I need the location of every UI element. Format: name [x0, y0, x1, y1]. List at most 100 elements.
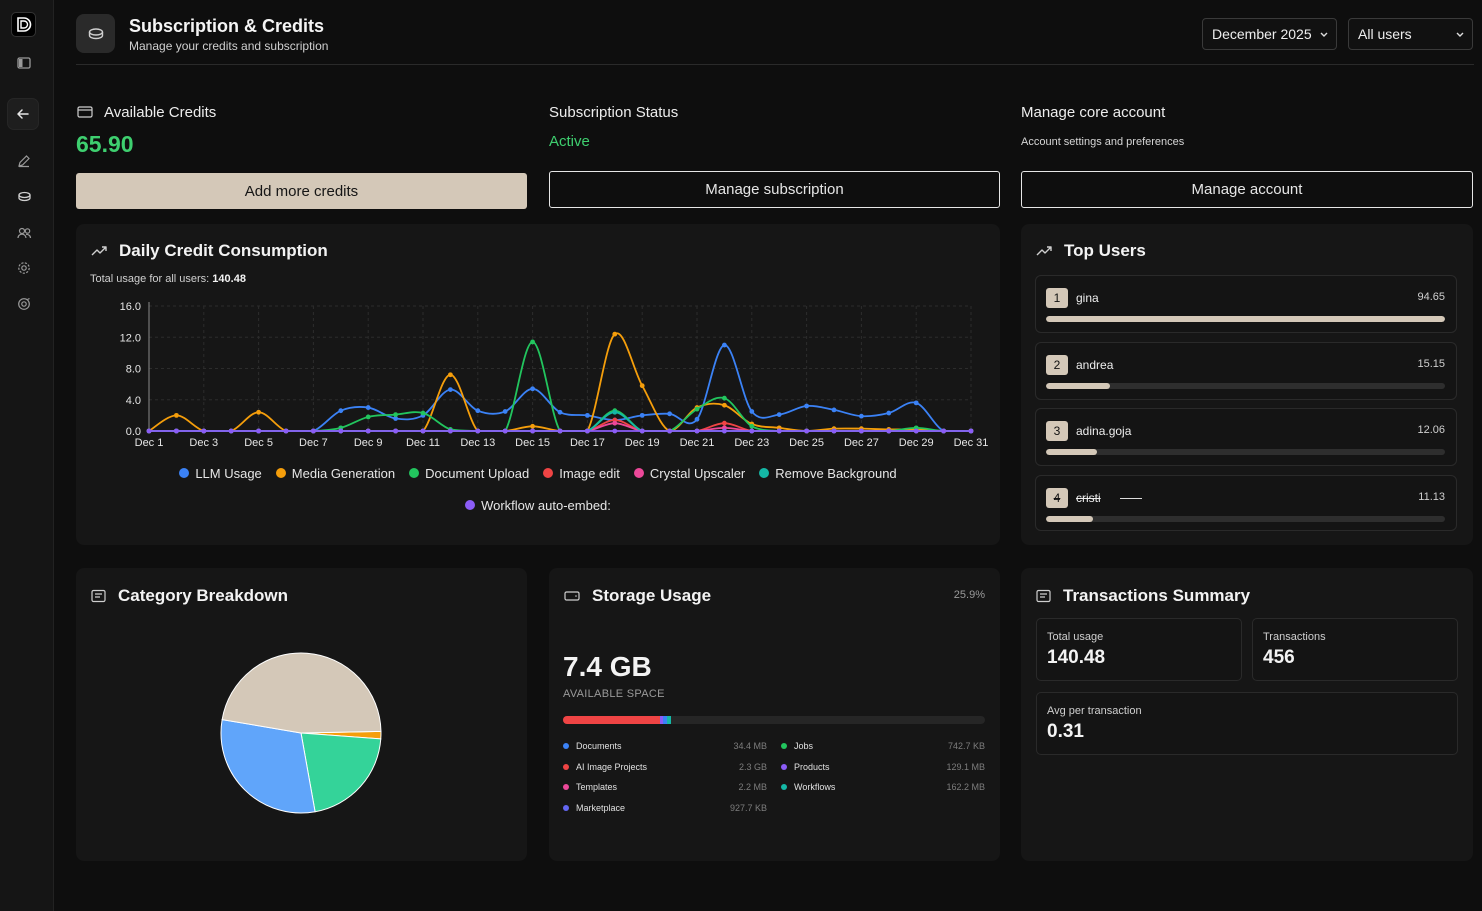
data-point	[722, 402, 727, 408]
legend-dot	[759, 468, 770, 478]
legend-item[interactable]: Document Upload	[409, 466, 529, 481]
user-rank-badge: 1	[1046, 288, 1068, 308]
data-point	[667, 428, 672, 434]
data-point	[256, 428, 261, 434]
credits-icon[interactable]	[13, 186, 35, 208]
month-select[interactable]: December 2025	[1202, 18, 1337, 50]
data-point	[557, 428, 563, 434]
settings-icon[interactable]	[13, 257, 35, 279]
users-select[interactable]: All users	[1348, 18, 1473, 50]
data-point	[804, 403, 809, 409]
logo-icon[interactable]	[11, 12, 36, 37]
transactions-summary-title: Transactions Summary	[1036, 586, 1250, 606]
account-description: Account settings and preferences	[1021, 136, 1185, 148]
legend-item[interactable]: Media Generation	[275, 465, 396, 481]
storage-bar	[563, 716, 985, 724]
x-tick-label: Dec 13	[460, 437, 495, 449]
data-point	[283, 428, 289, 434]
manage-subscription-button[interactable]: Manage subscription	[549, 171, 1000, 208]
category-breakdown-card: Category Breakdown	[76, 568, 527, 861]
trending-up-icon	[91, 246, 107, 256]
legend-item[interactable]: LLM Usage	[179, 466, 262, 481]
data-point	[859, 428, 864, 434]
legend-label: Workflow auto-embed:	[481, 497, 611, 513]
x-tick-label: Dec 19	[625, 437, 660, 449]
legend-label: Image edit	[559, 465, 620, 481]
user-row[interactable]: 4 cristi 11.13	[1035, 474, 1457, 531]
month-select-value: December 2025	[1212, 26, 1312, 42]
storage-item: Workflows	[781, 782, 835, 792]
data-point	[420, 428, 426, 434]
storage-item: Jobs	[781, 741, 813, 751]
legend-dot	[409, 468, 420, 478]
data-point	[749, 409, 755, 414]
transactions-summary-title-text: Transactions Summary	[1063, 586, 1251, 605]
daily-consumption-chart[interactable]: 0.0 4.0 8.0 12.0 16.0 Dec 1 Dec 3 Dec 5 Dec 7 Dec…	[76, 224, 1000, 464]
data-point	[448, 387, 453, 392]
chart-legend: LLM Usage Media Generation Document Upload…	[76, 465, 1000, 483]
data-point	[530, 428, 535, 434]
total-usage-label: Total usage	[1047, 631, 1104, 643]
list-card-icon	[1036, 589, 1051, 603]
credits-icon	[76, 14, 115, 53]
user-usage-fill	[1046, 515, 1093, 522]
pie-slice-other	[221, 652, 382, 734]
data-point	[530, 423, 535, 429]
legend-item[interactable]: Workflow auto-embed:	[465, 498, 611, 513]
series-workflow-auto-embed	[146, 428, 974, 434]
legend-dot	[275, 468, 286, 478]
page-header: Subscription & Credits Manage your credi…	[76, 0, 1474, 65]
storage-item-dot	[563, 743, 569, 749]
storage-item: Templates	[563, 782, 617, 792]
storage-item: Marketplace	[563, 803, 625, 813]
data-point	[639, 428, 645, 434]
data-point	[502, 428, 508, 434]
storage-item-label: Workflows	[794, 782, 836, 792]
data-point	[201, 428, 207, 434]
edit-icon[interactable]	[13, 150, 35, 172]
data-point	[174, 412, 179, 418]
total-usage-line: Total usage for all users: 140.48	[90, 273, 246, 285]
y-tick-label: 4.0	[126, 395, 141, 407]
x-tick-label: Dec 23	[734, 437, 769, 449]
strike-dash	[1120, 497, 1142, 499]
legend-item[interactable]: Image edit	[543, 466, 620, 481]
data-point	[776, 428, 782, 434]
sidebar-toggle-icon[interactable]	[13, 52, 35, 74]
legend-label: Media Generation	[291, 465, 396, 481]
data-point	[585, 428, 590, 434]
data-point	[886, 410, 892, 416]
x-tick-label: Dec 25	[789, 437, 824, 449]
legend-item[interactable]: Crystal Upscaler	[633, 466, 745, 481]
support-icon[interactable]	[13, 293, 35, 315]
manage-account-button[interactable]: Manage account	[1021, 171, 1473, 208]
user-row[interactable]: 1 gina 94.65	[1035, 275, 1457, 333]
list-card-icon	[91, 589, 106, 603]
legend-item[interactable]: Remove Background	[759, 465, 897, 481]
legend-label: Remove Background	[775, 465, 897, 481]
data-point	[913, 400, 919, 406]
storage-value: 7.4 GB	[563, 651, 652, 682]
storage-item-size: 742.7 KB	[947, 741, 985, 751]
data-point	[475, 408, 481, 414]
back-button[interactable]	[7, 98, 39, 130]
storage-item-size: 927.7 KB	[729, 802, 767, 813]
user-row[interactable]: 3 adina.goja 12.06	[1035, 408, 1457, 466]
storage-item-dot	[563, 804, 569, 811]
x-tick-label: Dec 27	[844, 437, 879, 449]
users-icon[interactable]	[13, 222, 35, 244]
user-usage-fill	[1046, 449, 1097, 455]
chart-legend-row-2: Workflow auto-embed:	[76, 497, 1000, 515]
x-tick-label: Dec 3	[189, 437, 218, 449]
data-point	[585, 412, 590, 418]
user-credits-value: 15.15	[1417, 357, 1445, 370]
category-pie-chart[interactable]	[76, 568, 527, 861]
storage-caption: AVAILABLE SPACE	[563, 688, 665, 700]
avg-per-transaction-label: Avg per transaction	[1047, 705, 1142, 717]
data-point	[365, 405, 371, 410]
user-row[interactable]: 2 andrea 15.15	[1035, 341, 1457, 400]
data-point	[749, 428, 755, 434]
arrow-left-icon	[17, 109, 29, 119]
add-credits-button[interactable]: Add more credits	[76, 173, 527, 209]
legend-label: Document Upload	[425, 465, 530, 481]
